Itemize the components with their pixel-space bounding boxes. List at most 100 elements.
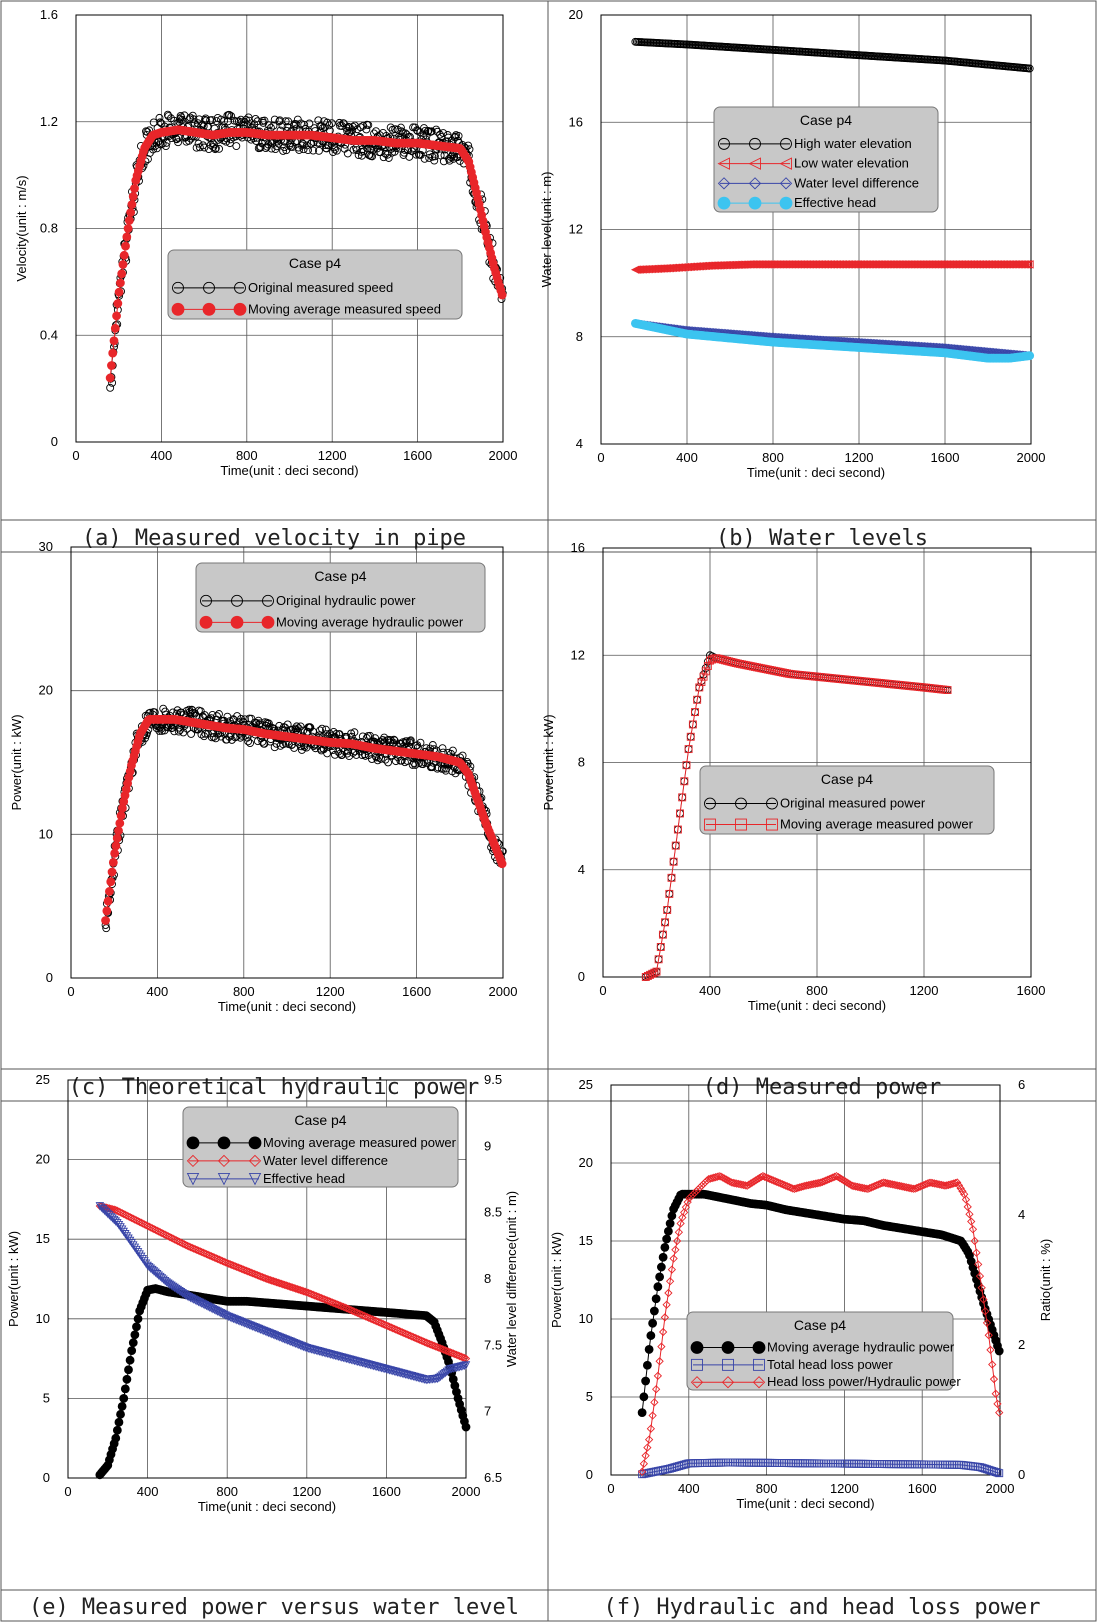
data-point bbox=[292, 722, 301, 731]
legend-box bbox=[699, 765, 995, 835]
data-point bbox=[122, 232, 132, 242]
data-point bbox=[291, 120, 300, 128]
x-tick-label: 0 bbox=[607, 1481, 614, 1496]
data-point bbox=[721, 656, 729, 665]
data-point bbox=[727, 658, 736, 666]
y-axis-label: Velocity(unit : m/s) bbox=[14, 175, 29, 281]
data-point bbox=[159, 1275, 168, 1285]
data-point bbox=[256, 142, 265, 151]
data-point bbox=[199, 141, 207, 150]
data-point bbox=[642, 1360, 652, 1370]
data-point bbox=[961, 1195, 971, 1204]
legend-marker bbox=[691, 1358, 703, 1371]
plot-area bbox=[610, 1084, 1001, 1476]
data-point bbox=[200, 732, 209, 741]
x-tick-label: 2000 bbox=[1017, 450, 1046, 465]
data-point bbox=[637, 1467, 647, 1476]
data-point bbox=[149, 1267, 159, 1276]
y-tick-label: 10 bbox=[36, 1311, 50, 1326]
data-point bbox=[103, 896, 113, 906]
legend-title: Case p4 bbox=[289, 255, 341, 271]
legend-marker bbox=[717, 177, 731, 190]
legend-marker bbox=[217, 1136, 231, 1150]
data-point bbox=[108, 857, 118, 867]
data-point bbox=[272, 142, 281, 151]
data-point bbox=[211, 145, 220, 154]
legend-label: Moving average measured speed bbox=[248, 301, 441, 316]
x-tick-label: 800 bbox=[756, 1481, 778, 1496]
y-tick-label: 5 bbox=[586, 1389, 593, 1404]
data-point bbox=[432, 125, 441, 134]
data-point bbox=[288, 142, 297, 151]
data-point bbox=[209, 140, 218, 149]
data-point bbox=[279, 147, 288, 155]
data-point bbox=[281, 117, 290, 126]
data-point bbox=[725, 657, 734, 666]
data-point bbox=[718, 655, 727, 664]
data-point bbox=[222, 137, 231, 146]
data-point bbox=[682, 761, 691, 770]
data-point bbox=[251, 115, 260, 123]
data-point bbox=[663, 1226, 673, 1236]
data-point bbox=[684, 745, 693, 754]
data-point bbox=[660, 1242, 670, 1252]
y-tick-label: 15 bbox=[36, 1231, 50, 1246]
data-point bbox=[200, 143, 209, 152]
data-point bbox=[420, 154, 429, 163]
data-point bbox=[262, 721, 271, 730]
data-point bbox=[652, 967, 661, 976]
data-point bbox=[258, 737, 267, 746]
data-point bbox=[152, 1270, 162, 1279]
data-point bbox=[106, 1204, 116, 1213]
data-point bbox=[105, 887, 114, 896]
data-point bbox=[124, 1365, 133, 1375]
data-point bbox=[714, 654, 723, 663]
legend-label: Effective head bbox=[263, 1171, 345, 1186]
data-point bbox=[753, 1175, 762, 1184]
data-point bbox=[111, 1433, 121, 1443]
data-point bbox=[461, 1361, 471, 1370]
data-point bbox=[712, 654, 721, 663]
data-point bbox=[124, 216, 134, 225]
data-point bbox=[265, 121, 273, 130]
series-moving-average-measured-speed bbox=[105, 125, 507, 383]
data-point bbox=[332, 730, 341, 738]
y-tick-label: 25 bbox=[36, 1072, 50, 1087]
data-point bbox=[128, 192, 138, 201]
data-point bbox=[106, 383, 115, 392]
data-point bbox=[650, 968, 659, 977]
y-tick-label: 0.4 bbox=[40, 327, 58, 342]
data-point bbox=[697, 678, 706, 687]
data-point bbox=[108, 348, 118, 358]
y-axis-label: Power(unit : kW) bbox=[9, 714, 24, 810]
data-point bbox=[658, 1252, 668, 1262]
data-point bbox=[686, 732, 695, 741]
data-point bbox=[669, 857, 678, 866]
data-point bbox=[841, 1177, 850, 1186]
data-point bbox=[164, 112, 173, 121]
data-point bbox=[989, 1374, 999, 1384]
data-point bbox=[993, 1468, 1002, 1477]
data-point bbox=[720, 1174, 729, 1183]
data-point bbox=[174, 727, 183, 736]
data-point bbox=[701, 667, 710, 676]
data-point bbox=[127, 1346, 137, 1356]
series-moving-average-hydraulic-power bbox=[637, 1189, 1004, 1417]
y-tick-label: 8 bbox=[578, 755, 585, 770]
y-tick-label: 20 bbox=[569, 7, 583, 22]
data-point bbox=[433, 1374, 442, 1384]
data-point bbox=[130, 184, 139, 193]
data-point bbox=[464, 141, 473, 150]
y2-tick-label: 7.5 bbox=[484, 1337, 502, 1352]
legend-marker bbox=[735, 797, 747, 810]
plot-area bbox=[600, 14, 1032, 445]
data-point bbox=[662, 1300, 671, 1309]
series-total-head-loss-power bbox=[638, 1458, 1004, 1479]
data-point bbox=[117, 1401, 127, 1411]
data-point bbox=[953, 1178, 962, 1187]
data-point bbox=[837, 1175, 846, 1184]
data-point bbox=[157, 1274, 167, 1283]
caption-c: (c) Theoretical hydraulic power bbox=[69, 1075, 480, 1100]
data-point bbox=[678, 793, 687, 802]
